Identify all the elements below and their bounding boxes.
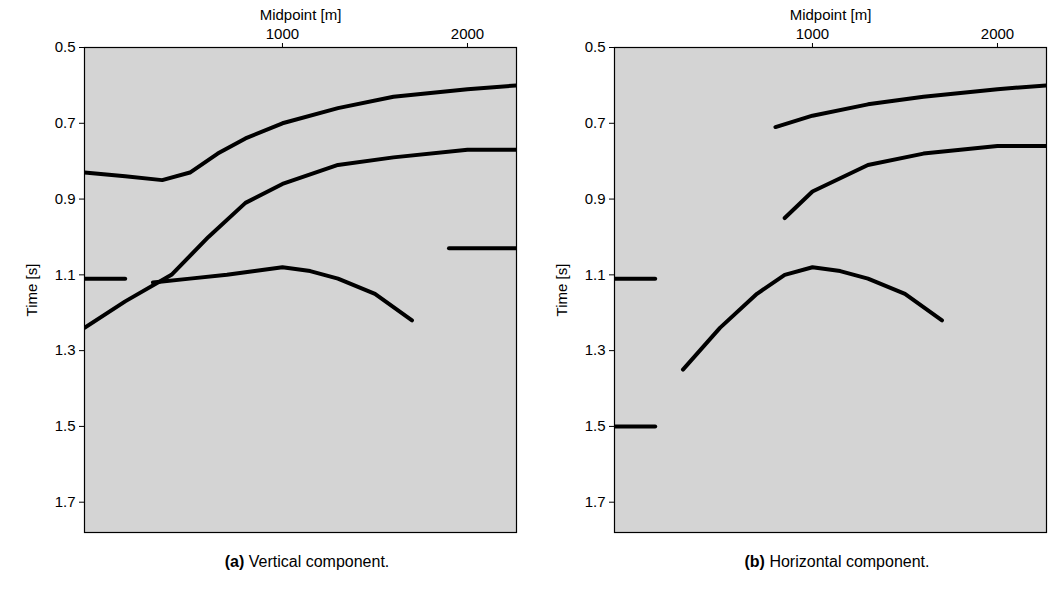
svg-text:0.7: 0.7 xyxy=(55,114,76,131)
svg-text:Time [s]: Time [s] xyxy=(553,264,570,317)
svg-text:0.5: 0.5 xyxy=(55,38,76,55)
svg-text:1.5: 1.5 xyxy=(55,417,76,434)
svg-text:1.3: 1.3 xyxy=(55,341,76,358)
html-text:(a) Vertical component.: (a) Vertical component. xyxy=(224,553,390,570)
svg-text:1.7: 1.7 xyxy=(55,493,76,510)
svg-text:Midpoint [m]: Midpoint [m] xyxy=(260,6,342,23)
svg-text:1000: 1000 xyxy=(266,25,299,42)
svg-text:0.9: 0.9 xyxy=(585,190,606,207)
svg-text:1.3: 1.3 xyxy=(585,341,606,358)
svg-text:2000: 2000 xyxy=(981,25,1014,42)
svg-text:0.7: 0.7 xyxy=(585,114,606,131)
svg-text:1.1: 1.1 xyxy=(55,266,76,283)
svg-text:Time [s]: Time [s] xyxy=(23,264,40,317)
svg-text:0.5: 0.5 xyxy=(585,38,606,55)
svg-text:1.1: 1.1 xyxy=(585,266,606,283)
svg-text:1.7: 1.7 xyxy=(585,493,606,510)
svg-text:0.9: 0.9 xyxy=(55,190,76,207)
svg-text:Midpoint [m]: Midpoint [m] xyxy=(790,6,872,23)
html-text:(b) Horizontal component.: (b) Horizontal component. xyxy=(744,553,930,570)
svg-text:2000: 2000 xyxy=(451,25,484,42)
svg-text:1.5: 1.5 xyxy=(585,417,606,434)
svg-text:1000: 1000 xyxy=(796,25,829,42)
